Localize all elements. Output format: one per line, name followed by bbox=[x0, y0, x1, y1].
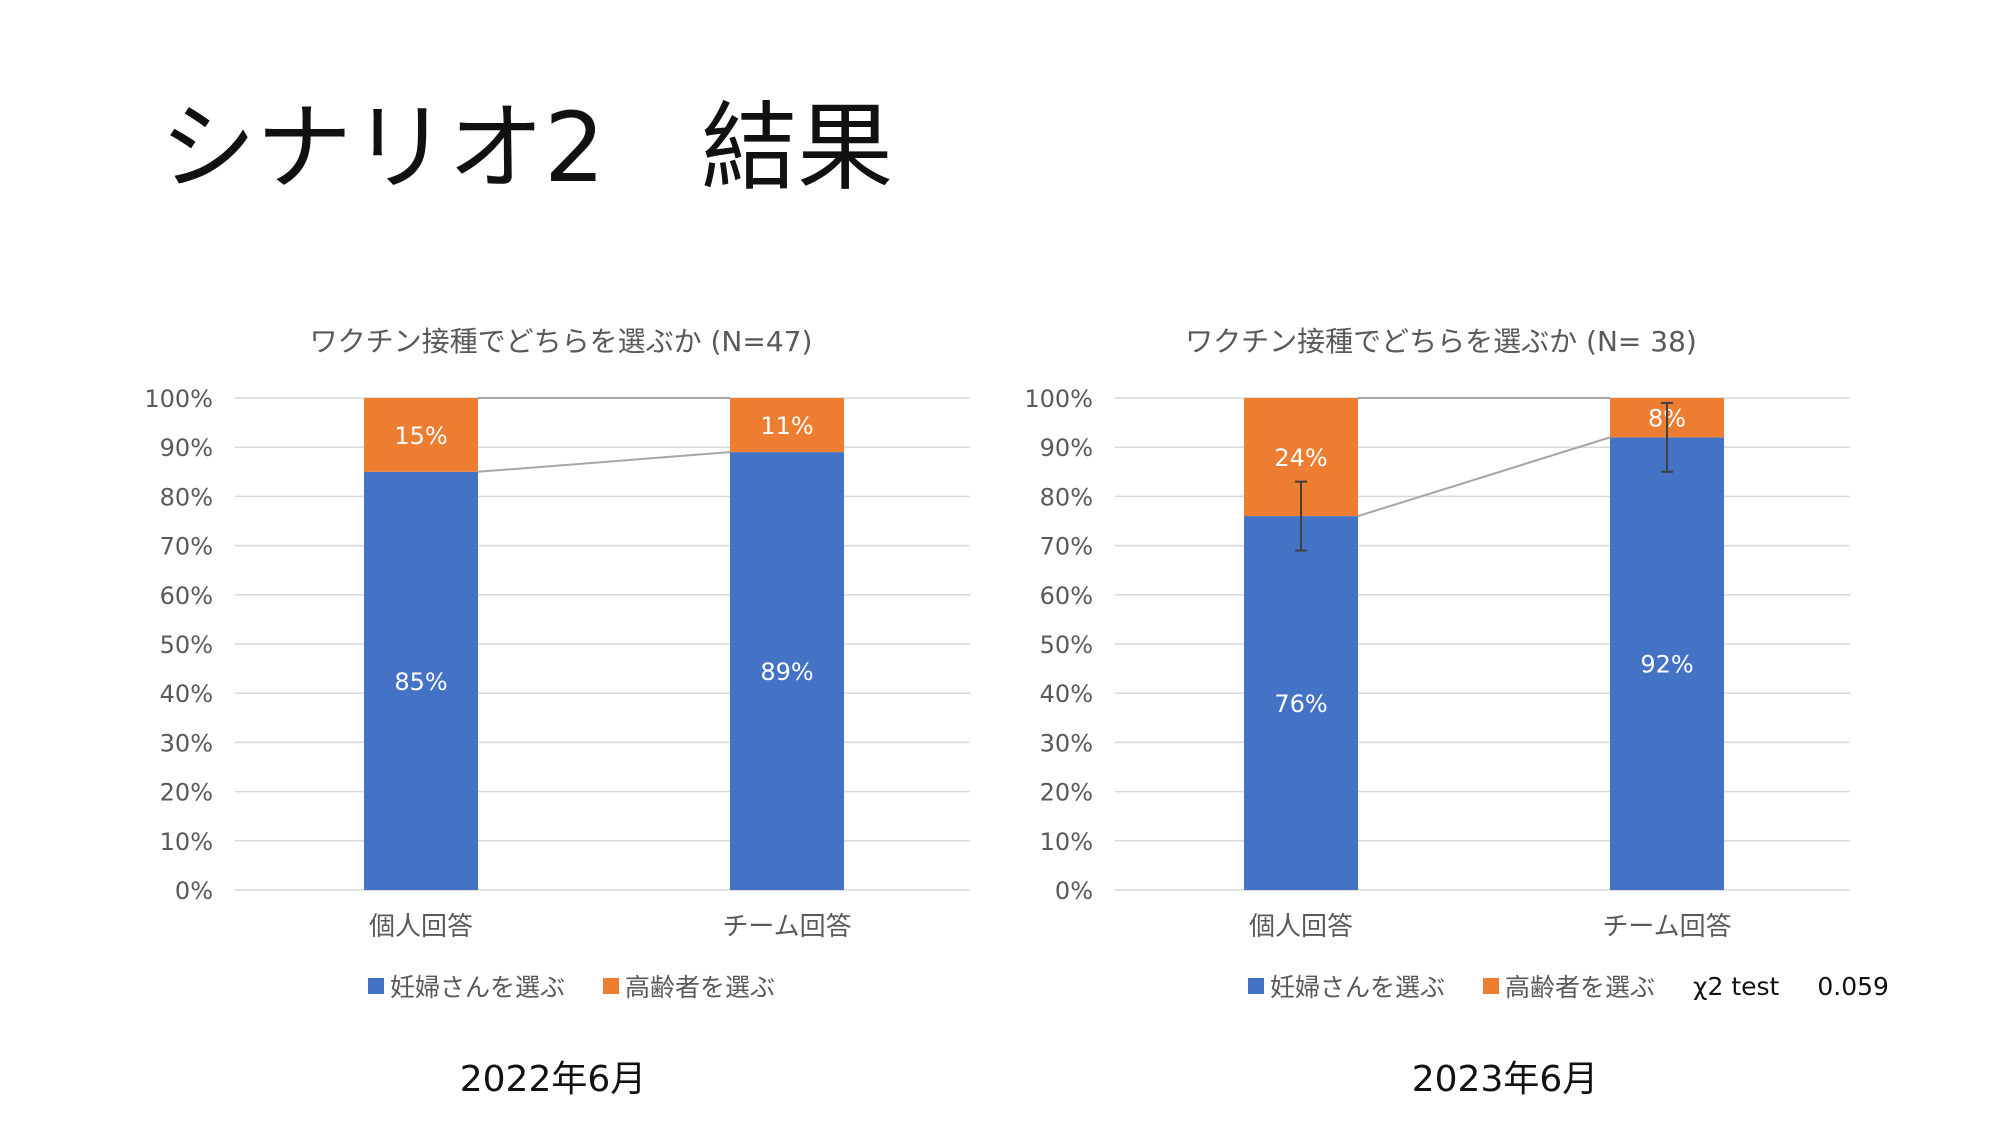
bar-pregnant bbox=[364, 471, 478, 890]
series-line-pregnant bbox=[1357, 436, 1611, 518]
data-label-pregnant: 85% bbox=[394, 668, 447, 696]
y-tick-label: 30% bbox=[160, 729, 213, 757]
legend-label-elderly: 高齢者を選ぶ bbox=[625, 973, 776, 1002]
legend-label-elderly: 高齢者を選ぶ bbox=[1505, 973, 1656, 1002]
data-label-pregnant: 76% bbox=[1274, 690, 1327, 718]
data-label-pregnant: 89% bbox=[760, 658, 813, 686]
y-tick-label: 100% bbox=[144, 385, 213, 413]
legend-item-elderly: 高齢者を選ぶ bbox=[603, 968, 775, 1004]
legend-2023: 妊婦さんを選ぶ 高齢者を選ぶ χ2 test 0.059 bbox=[1248, 968, 1889, 1004]
y-tick-label: 20% bbox=[1040, 779, 1093, 807]
y-tick-label: 60% bbox=[1040, 582, 1093, 610]
legend-2022: 妊婦さんを選ぶ 高齢者を選ぶ bbox=[368, 968, 813, 1004]
legend-item-pregnant: 妊婦さんを選ぶ bbox=[368, 968, 565, 1004]
data-label-elderly: 15% bbox=[394, 422, 447, 450]
series-line-pregnant bbox=[477, 451, 731, 473]
chart-title: ワクチン接種でどちらを選ぶか (N= 38) bbox=[1185, 325, 1697, 358]
y-tick-label: 60% bbox=[160, 582, 213, 610]
bar-pregnant bbox=[730, 452, 844, 890]
x-category-label: チーム回答 bbox=[722, 912, 851, 942]
bar-pregnant bbox=[1610, 437, 1724, 890]
chi-square-label: χ2 test bbox=[1693, 971, 1780, 1001]
x-category-label: 個人回答 bbox=[369, 912, 473, 942]
y-tick-label: 30% bbox=[1040, 729, 1093, 757]
data-label-elderly: 11% bbox=[760, 412, 813, 440]
y-tick-label: 40% bbox=[160, 680, 213, 708]
legend-label-pregnant: 妊婦さんを選ぶ bbox=[1270, 973, 1446, 1002]
bar-pregnant bbox=[1244, 516, 1358, 890]
y-tick-label: 10% bbox=[160, 828, 213, 856]
data-label-pregnant: 92% bbox=[1640, 651, 1693, 679]
bar-elderly bbox=[730, 398, 844, 453]
legend-swatch-elderly bbox=[1483, 978, 1500, 994]
x-category-label: 個人回答 bbox=[1249, 912, 1353, 942]
y-tick-label: 100% bbox=[1024, 385, 1093, 413]
period-label-2022: 2022年6月 bbox=[459, 1059, 647, 1100]
chart-title: ワクチン接種でどちらを選ぶか (N=47) bbox=[310, 325, 813, 358]
period-label-2023: 2023年6月 bbox=[1411, 1059, 1599, 1100]
y-tick-label: 20% bbox=[160, 779, 213, 807]
legend-item-pregnant: 妊婦さんを選ぶ bbox=[1248, 968, 1445, 1004]
y-tick-label: 50% bbox=[160, 631, 213, 659]
y-tick-label: 0% bbox=[1055, 877, 1093, 905]
x-category-label: チーム回答 bbox=[1602, 912, 1731, 942]
y-tick-label: 70% bbox=[160, 533, 213, 561]
data-label-elderly: 24% bbox=[1274, 444, 1327, 472]
y-tick-label: 70% bbox=[1040, 533, 1093, 561]
chi-square-result: χ2 test 0.059 bbox=[1693, 972, 1889, 1001]
chi-square-p-value: 0.059 bbox=[1817, 971, 1889, 1001]
y-tick-label: 80% bbox=[160, 483, 213, 511]
legend-item-elderly: 高齢者を選ぶ bbox=[1483, 968, 1655, 1004]
legend-swatch-pregnant bbox=[368, 978, 384, 994]
y-tick-label: 90% bbox=[160, 434, 213, 462]
legend-swatch-elderly bbox=[603, 978, 620, 994]
y-tick-label: 0% bbox=[175, 877, 213, 905]
bar-elderly bbox=[364, 398, 478, 472]
legend-label-pregnant: 妊婦さんを選ぶ bbox=[390, 973, 566, 1002]
legend-swatch-pregnant bbox=[1248, 978, 1264, 994]
y-tick-label: 80% bbox=[1040, 483, 1093, 511]
y-tick-label: 40% bbox=[1040, 680, 1093, 708]
slide-title: シナリオ2 結果 bbox=[160, 92, 894, 204]
y-tick-label: 50% bbox=[1040, 631, 1093, 659]
y-tick-label: 90% bbox=[1040, 434, 1093, 462]
y-tick-label: 10% bbox=[1040, 828, 1093, 856]
